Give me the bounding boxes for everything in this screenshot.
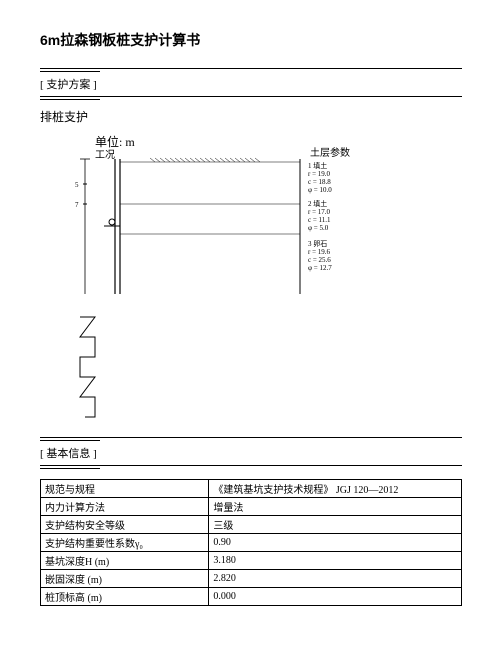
info-label: 规范与规程	[41, 480, 209, 498]
info-label: 支护结构安全等级	[41, 516, 209, 534]
info-value: 3.180	[209, 552, 462, 570]
info-value: 《建筑基坑支护技术规程》 JGJ 120—2012	[209, 480, 462, 498]
info-label: 桩顶标高 (m)	[41, 588, 209, 606]
separator-short	[40, 468, 100, 469]
svg-text:c = 11.1: c = 11.1	[308, 216, 331, 224]
table-row: 嵌固深度 (m)2.820	[41, 570, 462, 588]
info-value: 三级	[209, 516, 462, 534]
section-label: [ 基本信息 ]	[40, 445, 462, 461]
info-value: 0.000	[209, 588, 462, 606]
info-label: 基坑深度H (m)	[41, 552, 209, 570]
svg-text:φ = 10.0: φ = 10.0	[308, 186, 332, 194]
svg-text:2 填土: 2 填土	[308, 199, 327, 208]
svg-text:r = 19.6: r = 19.6	[308, 248, 331, 256]
separator-short	[40, 71, 100, 72]
sheet-pile-profile	[40, 312, 160, 427]
separator	[40, 68, 462, 69]
svg-text:r = 19.0: r = 19.0	[308, 170, 331, 178]
sub-label: 工况	[95, 149, 115, 161]
unit-label: 单位: m	[95, 134, 135, 149]
table-row: 支护结构重要性系数γ₀0.90	[41, 534, 462, 552]
table-row: 规范与规程《建筑基坑支护技术规程》 JGJ 120—2012	[41, 480, 462, 498]
info-value: 2.820	[209, 570, 462, 588]
svg-text:c = 18.8: c = 18.8	[308, 178, 331, 186]
svg-text:5: 5	[75, 181, 79, 189]
separator	[40, 465, 462, 466]
svg-text:3 卵石: 3 卵石	[308, 239, 327, 248]
table-row: 基坑深度H (m)3.180	[41, 552, 462, 570]
svg-text:c = 25.6: c = 25.6	[308, 256, 331, 264]
info-label: 嵌固深度 (m)	[41, 570, 209, 588]
info-label: 支护结构重要性系数γ₀	[41, 534, 209, 552]
info-label: 内力计算方法	[41, 498, 209, 516]
section-label: [ 支护方案 ]	[40, 76, 462, 92]
cross-section-diagram: 单位: m 工况 5 7 土层参数 1 填土 r = 19.0 c = 18.8…	[40, 134, 420, 299]
doc-title: 6m拉森钢板桩支护计算书	[40, 30, 462, 50]
svg-text:φ = 5.0: φ = 5.0	[308, 224, 329, 232]
table-row: 内力计算方法增量法	[41, 498, 462, 516]
separator-short	[40, 440, 100, 441]
svg-text:φ = 12.7: φ = 12.7	[308, 264, 332, 272]
separator	[40, 96, 462, 97]
basic-info-table: 规范与规程《建筑基坑支护技术规程》 JGJ 120—2012内力计算方法增量法支…	[40, 479, 462, 606]
info-value: 0.90	[209, 534, 462, 552]
soil-label: 土层参数	[310, 146, 350, 159]
table-row: 桩顶标高 (m)0.000	[41, 588, 462, 606]
svg-text:7: 7	[75, 201, 79, 209]
subtitle: 排桩支护	[40, 108, 462, 125]
separator-short	[40, 99, 100, 100]
svg-text:r = 17.0: r = 17.0	[308, 208, 331, 216]
info-value: 增量法	[209, 498, 462, 516]
table-row: 支护结构安全等级三级	[41, 516, 462, 534]
svg-text:1 填土: 1 填土	[308, 161, 327, 170]
separator	[40, 437, 462, 438]
